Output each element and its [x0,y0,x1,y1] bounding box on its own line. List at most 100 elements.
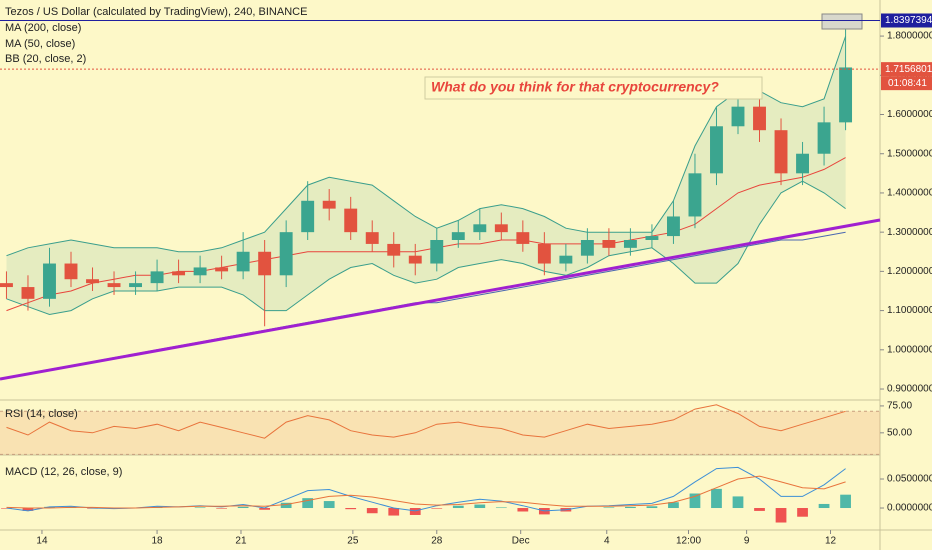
macd-histogram-bar [366,508,378,514]
candle-body [580,240,594,256]
candle-body [666,216,680,237]
candle-body [387,243,401,256]
macd-histogram-bar [259,508,271,510]
macd-histogram-bar [797,508,808,517]
trendline [0,218,881,381]
x-tick-label: 9 [744,536,750,547]
candle-body [64,263,78,280]
macd-line [6,466,846,512]
ma-line [6,157,846,312]
candle-body [172,271,186,276]
y-tick-label: 1.2000000 [887,266,932,277]
annotation: What do you think for that cryptocurrenc… [431,79,719,95]
candle-body [301,200,315,233]
candle-body [0,283,13,288]
candle-body [839,67,853,123]
candle-body [408,255,422,264]
candle-body [365,232,379,244]
candle-body [107,283,121,288]
pane-title: RSI (14, close) [5,408,78,420]
candle-body [193,267,207,276]
x-tick-label: 25 [347,536,359,547]
y-tick-label: 0.0000000 [887,503,932,514]
macd-histogram-bar [388,508,400,516]
legend-entry: BB (20, close, 2) [5,53,86,65]
annotation-box [424,76,763,100]
macd-histogram-bar [431,508,443,509]
candle-body [537,243,551,264]
candle-body [344,208,358,233]
macd-histogram-bar [44,506,55,509]
candle-body [494,224,508,233]
candle-body [430,240,444,264]
macd-histogram-bar [840,494,851,509]
y-tick-label: 1.0000000 [887,344,932,355]
macd-histogram-bar [711,488,722,509]
candle-body [150,271,164,284]
x-tick-label: 12 [825,536,837,547]
macd-histogram-bar [646,506,658,509]
price-tag-label: 1.7156801 [885,64,932,75]
macd-histogram-bar [754,508,765,511]
y-tick-label: 1.5000000 [887,148,932,159]
candle-body [86,279,99,284]
y-tick-label: 1.1000000 [887,305,932,316]
x-tick-label: 12:00 [676,536,701,547]
y-tick-label: 0.0500000 [887,474,932,485]
x-tick-label: 14 [36,536,48,547]
y-tick-label: 50.00 [887,427,912,438]
y-tick-label: 1.8000000 [887,31,932,42]
macd-histogram-bar [689,493,701,509]
x-tick-label: 18 [152,536,164,547]
bb-upper [6,35,847,257]
macd-histogram-bar [668,502,679,509]
candle-body [645,236,659,240]
candle-body [473,224,487,233]
y-tick-label: 1.3000000 [887,227,932,238]
macd-histogram-bar [237,506,249,509]
candle-body [796,153,809,174]
pane-title: MACD (12, 26, close, 9) [5,466,122,478]
candle-body [753,106,766,131]
macd-histogram-bar [345,508,357,510]
candle-body [817,122,831,154]
rsi-band [0,411,880,455]
candle-body [602,240,616,248]
candle-body [688,173,702,217]
macd-histogram-bar [495,507,507,509]
macd-histogram-bar [474,504,486,509]
rsi-line [6,404,846,439]
macd-histogram-bar [1,508,12,509]
macd-line [6,475,846,509]
bb-lower [6,180,846,316]
macd-histogram-bar [452,505,464,509]
candle-body [258,251,272,276]
x-tick-label: 21 [235,536,247,547]
macd-histogram-bar [409,508,421,515]
price-tag-label: 1.8397394 [885,15,932,26]
macd-histogram-bar [625,506,636,509]
legend-entry: MA (50, close) [5,38,75,50]
candle-body [731,106,745,127]
candle-body [710,126,723,174]
y-tick-label: 75.00 [887,401,912,412]
macd-histogram-bar [280,502,292,509]
macd-histogram-bar [517,508,529,512]
candle-body [516,232,530,244]
macd-histogram-bar [22,508,34,511]
y-tick-label: 1.4000000 [887,188,932,199]
macd-histogram-bar [216,508,227,509]
candle-body [279,232,293,276]
legend-entry: MA (200, close) [5,22,81,34]
macd-histogram-bar [732,496,744,509]
x-tick-label: 28 [431,536,443,547]
candle-body [559,255,573,264]
candle-body [236,251,250,272]
candle-body [451,232,465,240]
candle-body [774,130,788,174]
chart-title: Tezos / US Dollar (calculated by Trading… [5,6,307,18]
countdown-tag [881,76,932,91]
macd-histogram-bar [775,508,787,523]
macd-histogram-bar [194,507,206,509]
